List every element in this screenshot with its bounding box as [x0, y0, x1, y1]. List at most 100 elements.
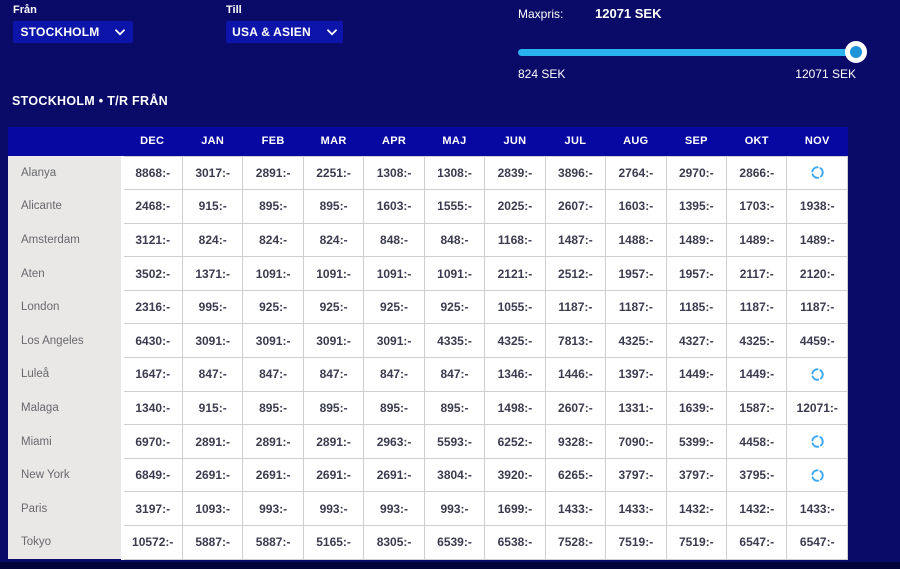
price-cell[interactable]: 1449:- [726, 357, 788, 392]
price-cell[interactable]: 6539:- [423, 525, 486, 560]
price-cell[interactable]: 4335:- [423, 323, 486, 359]
price-cell[interactable]: 3197:- [121, 491, 183, 527]
price-cell[interactable]: 847:- [181, 357, 244, 392]
price-cell[interactable]: 6849:- [121, 457, 183, 493]
price-cell[interactable]: 925:- [423, 289, 486, 325]
price-cell[interactable]: 1308:- [363, 155, 425, 191]
price-cell[interactable]: 993:- [423, 491, 486, 527]
price-cell[interactable]: 2866:- [726, 155, 788, 191]
price-cell[interactable]: 1699:- [484, 491, 546, 527]
price-cell[interactable]: 6265:- [544, 457, 607, 493]
price-cell[interactable]: 2121:- [484, 256, 546, 291]
price-cell[interactable]: 3121:- [121, 222, 183, 258]
price-cell[interactable]: 2316:- [121, 289, 183, 325]
price-cell[interactable]: 1432:- [726, 491, 788, 527]
price-cell[interactable]: 2117:- [726, 256, 788, 291]
price-cell[interactable]: 6538:- [484, 525, 546, 560]
from-dropdown[interactable]: STOCKHOLM [13, 21, 133, 43]
price-cell[interactable]: 1185:- [665, 289, 728, 325]
price-cell[interactable]: 4325:- [726, 323, 788, 359]
price-cell[interactable]: 1489:- [726, 222, 788, 258]
price-cell[interactable]: 1489:- [786, 222, 848, 258]
price-cell[interactable]: 7528:- [544, 525, 607, 560]
price-cell[interactable]: 5165:- [302, 525, 365, 560]
price-cell[interactable]: 2120:- [786, 256, 848, 291]
price-cell[interactable]: 993:- [302, 491, 365, 527]
price-cell[interactable]: 4459:- [786, 323, 848, 359]
price-cell[interactable]: 1331:- [605, 390, 667, 426]
price-cell[interactable]: 895:- [242, 390, 304, 426]
price-cell[interactable]: 2839:- [484, 155, 546, 191]
price-cell[interactable]: 848:- [363, 222, 425, 258]
price-cell[interactable]: 3091:- [181, 323, 244, 359]
price-cell[interactable]: 995:- [181, 289, 244, 325]
price-cell[interactable]: 1433:- [605, 491, 667, 527]
price-cell[interactable]: 847:- [363, 357, 425, 392]
price-cell[interactable]: 1603:- [363, 189, 425, 224]
price-cell[interactable]: 1187:- [786, 289, 848, 325]
price-cell[interactable]: 1647:- [121, 357, 183, 392]
price-cell[interactable]: 1488:- [605, 222, 667, 258]
price-cell[interactable]: 1187:- [544, 289, 607, 325]
price-cell[interactable]: 915:- [181, 390, 244, 426]
price-cell[interactable]: 925:- [302, 289, 365, 325]
price-cell[interactable]: 7519:- [665, 525, 728, 560]
price-cell[interactable]: 847:- [242, 357, 304, 392]
price-cell[interactable]: 824:- [302, 222, 365, 258]
price-cell[interactable]: 2891:- [242, 155, 304, 191]
price-cell[interactable]: 2691:- [302, 457, 365, 493]
price-cell[interactable]: 1433:- [786, 491, 848, 527]
price-cell[interactable]: 1555:- [423, 189, 486, 224]
price-cell[interactable]: 1639:- [665, 390, 728, 426]
price-cell[interactable]: 2025:- [484, 189, 546, 224]
price-cell[interactable]: 1168:- [484, 222, 546, 258]
price-cell[interactable]: 993:- [242, 491, 304, 527]
price-cell[interactable]: 3797:- [665, 457, 728, 493]
price-cell[interactable]: 7519:- [605, 525, 667, 560]
price-cell[interactable]: 915:- [181, 189, 244, 224]
price-cell[interactable]: 895:- [242, 189, 304, 224]
price-cell[interactable]: 4327:- [665, 323, 728, 359]
price-cell[interactable]: 2251:- [302, 155, 365, 191]
price-cell[interactable]: 895:- [302, 390, 365, 426]
price-cell[interactable]: 2963:- [363, 424, 425, 459]
price-cell[interactable]: 1432:- [665, 491, 728, 527]
price-cell[interactable]: 4325:- [605, 323, 667, 359]
price-cell[interactable]: 6430:- [121, 323, 183, 359]
price-cell[interactable]: 2891:- [302, 424, 365, 459]
price-cell[interactable]: 3017:- [181, 155, 244, 191]
price-cell[interactable]: 3091:- [363, 323, 425, 359]
price-cell[interactable]: 3896:- [544, 155, 607, 191]
price-cell[interactable]: 848:- [423, 222, 486, 258]
price-cell[interactable]: 8868:- [121, 155, 183, 191]
price-cell[interactable]: 3797:- [605, 457, 667, 493]
price-cell[interactable]: 1371:- [181, 256, 244, 291]
price-cell[interactable]: 2691:- [363, 457, 425, 493]
price-cell[interactable]: 3804:- [423, 457, 486, 493]
price-cell[interactable]: 6970:- [121, 424, 183, 459]
price-cell[interactable]: 7813:- [544, 323, 607, 359]
price-cell[interactable]: 847:- [302, 357, 365, 392]
price-cell[interactable]: 5593:- [423, 424, 486, 459]
price-cell[interactable]: 5887:- [181, 525, 244, 560]
price-cell[interactable]: 12071:- [786, 390, 848, 426]
price-cell[interactable]: 9328:- [544, 424, 607, 459]
price-cell[interactable]: 1091:- [302, 256, 365, 291]
price-cell[interactable]: 5887:- [242, 525, 304, 560]
price-cell[interactable]: 3795:- [726, 457, 788, 493]
price-cell[interactable]: 1587:- [726, 390, 788, 426]
price-cell[interactable]: 1187:- [726, 289, 788, 325]
price-cell[interactable]: 1938:- [786, 189, 848, 224]
price-cell[interactable]: 2512:- [544, 256, 607, 291]
price-cell[interactable]: 1055:- [484, 289, 546, 325]
slider-track[interactable] [518, 49, 856, 56]
price-cell[interactable]: 895:- [423, 390, 486, 426]
price-cell[interactable]: 1957:- [605, 256, 667, 291]
price-cell[interactable]: 1308:- [423, 155, 486, 191]
price-cell[interactable]: 824:- [181, 222, 244, 258]
to-dropdown[interactable]: USA & ASIEN [226, 21, 343, 43]
slider-handle[interactable] [845, 41, 867, 63]
price-cell[interactable]: 4458:- [726, 424, 788, 459]
price-cell[interactable]: 2764:- [605, 155, 667, 191]
price-cell[interactable]: 895:- [302, 189, 365, 224]
